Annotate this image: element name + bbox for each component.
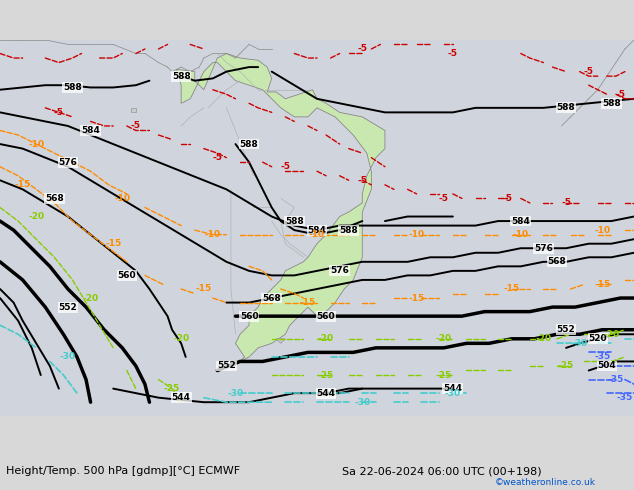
Text: 588: 588 [285,217,304,225]
Text: 544: 544 [443,384,462,393]
Text: 588: 588 [602,99,621,108]
Text: -30: -30 [445,389,461,398]
Text: -15: -15 [105,239,121,248]
Text: 552: 552 [557,325,576,334]
Text: 588: 588 [339,225,358,235]
Text: -15: -15 [594,280,611,289]
Text: -25: -25 [558,362,574,370]
Text: -5: -5 [561,198,571,207]
Text: -30: -30 [60,352,76,362]
Text: -10: -10 [205,230,221,239]
Text: 504: 504 [597,362,616,370]
Text: -5: -5 [358,45,367,53]
Text: Sa 22-06-2024 06:00 UTC (00+198): Sa 22-06-2024 06:00 UTC (00+198) [342,466,542,476]
Text: -25: -25 [318,370,334,380]
Text: -5: -5 [280,162,290,171]
Text: -20: -20 [28,212,44,221]
Text: 568: 568 [548,257,566,266]
Text: 576: 576 [330,267,349,275]
Text: 544: 544 [172,393,191,402]
Text: 588: 588 [557,103,576,112]
Text: 520: 520 [588,334,607,343]
Text: -30: -30 [572,339,588,348]
Text: -10: -10 [594,225,611,235]
Text: -20: -20 [318,334,334,343]
Text: -5: -5 [584,67,593,76]
Text: 560: 560 [240,312,259,320]
Text: -5: -5 [54,108,64,117]
Text: -10: -10 [408,230,425,239]
Text: 552: 552 [58,303,77,312]
Text: -20: -20 [173,334,189,343]
Text: 568: 568 [262,294,281,302]
Text: -15: -15 [503,285,520,294]
Polygon shape [131,108,136,112]
Text: -5: -5 [358,176,367,185]
Text: -5: -5 [131,122,141,130]
Text: -15: -15 [300,298,316,307]
Polygon shape [177,53,385,362]
Text: -35: -35 [617,393,633,402]
Text: -25: -25 [164,384,180,393]
Text: -30: -30 [354,398,370,407]
Text: 560: 560 [317,312,335,320]
Text: 544: 544 [316,389,335,398]
Text: -10: -10 [309,230,325,239]
Text: -15: -15 [408,294,425,302]
Text: -10: -10 [114,194,131,203]
Text: 588: 588 [63,83,82,92]
Text: -20: -20 [436,334,452,343]
Text: 576: 576 [534,244,553,253]
Text: -35: -35 [594,352,611,362]
Text: -25: -25 [436,370,452,380]
Text: -20: -20 [82,294,99,302]
Text: -5: -5 [448,49,458,58]
Text: 568: 568 [45,194,64,203]
Text: -5: -5 [616,90,625,99]
Text: 588: 588 [240,140,259,148]
Text: -5: -5 [212,153,223,162]
Text: 560: 560 [117,271,136,280]
Text: ©weatheronline.co.uk: ©weatheronline.co.uk [495,478,595,487]
Text: -30: -30 [228,389,243,398]
Text: 576: 576 [58,158,77,167]
Text: -15: -15 [196,285,212,294]
Text: 584: 584 [307,225,327,235]
Text: Height/Temp. 500 hPa [gdmp][°C] ECMWF: Height/Temp. 500 hPa [gdmp][°C] ECMWF [6,466,240,476]
Text: -5: -5 [439,194,449,203]
Text: -10: -10 [28,140,44,148]
Text: 552: 552 [217,362,236,370]
Text: -15: -15 [15,180,31,189]
Text: 584: 584 [81,126,100,135]
Text: -10: -10 [513,230,529,239]
Text: 588: 588 [172,72,191,81]
Text: -20: -20 [604,330,619,339]
Text: -20: -20 [535,334,552,343]
Polygon shape [276,339,285,343]
Text: 584: 584 [512,217,530,225]
Text: -35: -35 [608,375,624,384]
Text: -5: -5 [502,194,512,203]
